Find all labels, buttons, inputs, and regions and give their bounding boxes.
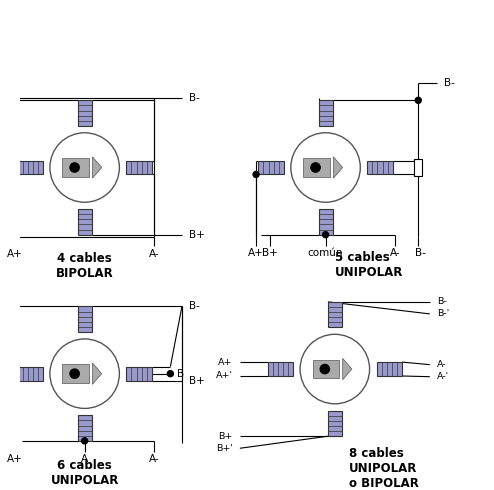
Bar (303, 158, 329, 177)
Text: A: A (81, 454, 88, 465)
Circle shape (50, 133, 120, 202)
Bar (78, 307, 91, 332)
Bar (258, 161, 284, 174)
Text: B+: B+ (218, 432, 233, 441)
Bar (319, 209, 332, 235)
Bar (268, 362, 293, 376)
Bar (62, 158, 89, 177)
Text: B-: B- (415, 248, 426, 258)
Circle shape (167, 370, 173, 377)
Bar (78, 100, 91, 126)
Text: A-': A-' (437, 372, 449, 381)
Bar (78, 416, 91, 441)
Text: A+: A+ (248, 248, 264, 258)
Circle shape (70, 369, 79, 378)
Text: B+: B+ (189, 376, 205, 386)
Polygon shape (92, 157, 102, 178)
Text: A-: A- (390, 248, 400, 258)
Text: B+: B+ (189, 230, 205, 240)
Text: B-: B- (444, 78, 454, 88)
Text: común: común (308, 248, 343, 258)
FancyBboxPatch shape (414, 159, 422, 176)
Circle shape (311, 163, 320, 172)
Bar (17, 161, 43, 174)
Circle shape (300, 334, 370, 404)
Bar (78, 209, 91, 235)
Circle shape (82, 438, 87, 444)
Circle shape (12, 329, 18, 335)
Bar (17, 367, 43, 381)
Circle shape (320, 365, 329, 374)
Text: A+': A+' (216, 371, 233, 381)
Polygon shape (333, 157, 343, 178)
Bar (62, 365, 89, 383)
Bar (328, 411, 342, 436)
Text: B+': B+' (216, 444, 233, 453)
Text: A+: A+ (7, 454, 23, 465)
Text: A-: A- (149, 249, 160, 259)
Circle shape (415, 98, 421, 103)
Circle shape (323, 232, 329, 238)
Text: A-: A- (149, 454, 160, 465)
Text: B-': B-' (437, 309, 449, 318)
Circle shape (253, 172, 259, 177)
Circle shape (70, 163, 79, 172)
Bar (126, 367, 152, 381)
Bar (367, 161, 393, 174)
Bar (328, 302, 342, 327)
Text: 4 cables
BIPOLAR: 4 cables BIPOLAR (56, 252, 114, 280)
Text: A+: A+ (218, 358, 233, 367)
Text: 5 cables
UNIPOLAR: 5 cables UNIPOLAR (335, 251, 403, 279)
Bar (126, 161, 152, 174)
Circle shape (50, 339, 120, 409)
Text: B+: B+ (262, 248, 278, 258)
Text: A+: A+ (7, 249, 23, 259)
Text: B-: B- (189, 93, 200, 103)
Text: 6 cables
UNIPOLAR: 6 cables UNIPOLAR (50, 459, 119, 487)
Polygon shape (343, 358, 352, 380)
Text: B-: B- (437, 297, 447, 306)
Circle shape (291, 133, 360, 202)
Text: 8 cables
UNIPOLAR
o BIPOLAR: 8 cables UNIPOLAR o BIPOLAR (349, 447, 418, 490)
Text: B-: B- (189, 301, 200, 312)
Bar (319, 100, 332, 126)
Text: B: B (177, 368, 184, 379)
Text: A-: A- (437, 360, 447, 369)
Polygon shape (92, 363, 102, 384)
Bar (376, 362, 402, 376)
Bar (313, 360, 339, 378)
